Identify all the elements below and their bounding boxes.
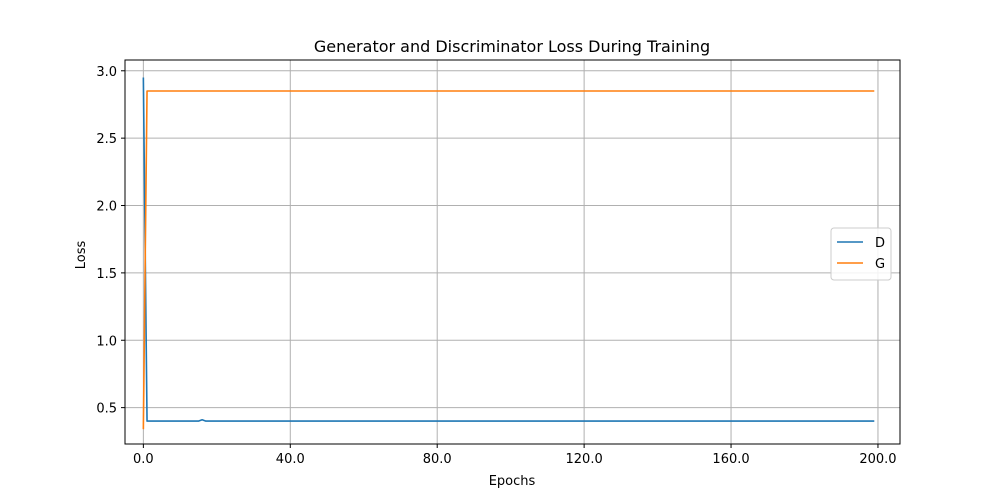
legend: DG bbox=[830, 227, 892, 281]
grid-lines bbox=[125, 60, 900, 444]
legend-label-g: G bbox=[875, 257, 885, 272]
x-tick-label: 40.0 bbox=[276, 452, 305, 467]
x-axis-ticks: 0.0 40.0 80.0 120.0 160.0 200.0 bbox=[133, 444, 897, 467]
series-lines bbox=[142, 77, 875, 430]
plot-frame bbox=[124, 59, 901, 445]
y-tick-label: 0.5 bbox=[96, 402, 117, 417]
y-tick-label: 1.5 bbox=[96, 267, 117, 282]
y-axis-ticks: 0.5 1.0 1.5 2.0 2.5 3.0 bbox=[96, 65, 125, 417]
y-tick-label: 1.0 bbox=[96, 334, 117, 349]
chart-title: Generator and Discriminator Loss During … bbox=[314, 37, 710, 56]
y-tick-label: 2.0 bbox=[96, 200, 117, 215]
series-line-g bbox=[142, 90, 875, 430]
legend-label-d: D bbox=[875, 236, 885, 251]
x-tick-label: 160.0 bbox=[712, 452, 749, 467]
y-tick-label: 2.5 bbox=[96, 132, 117, 147]
series-line-d bbox=[142, 77, 875, 422]
legend-box bbox=[830, 227, 892, 281]
x-tick-label: 120.0 bbox=[566, 452, 603, 467]
y-axis-label: Loss bbox=[74, 241, 89, 270]
y-tick-label: 3.0 bbox=[96, 65, 117, 80]
x-tick-label: 80.0 bbox=[423, 452, 452, 467]
x-tick-label: 200.0 bbox=[859, 452, 896, 467]
x-tick-label: 0.0 bbox=[133, 452, 154, 467]
x-axis-label: Epochs bbox=[489, 474, 536, 489]
